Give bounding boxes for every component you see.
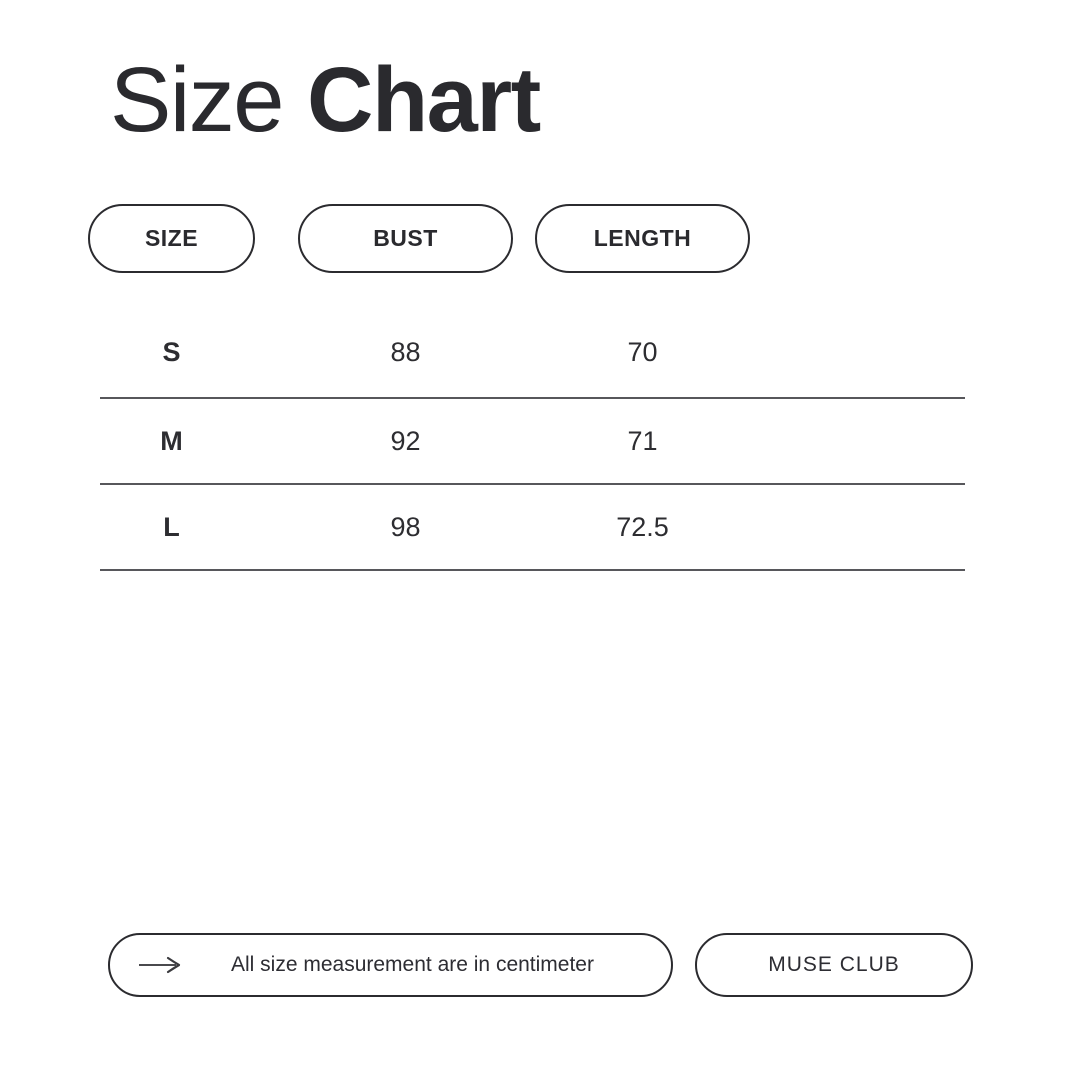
row-divider xyxy=(100,483,965,485)
column-header-length-label: LENGTH xyxy=(593,225,692,251)
size-table: S 88 70 M 92 71 L 98 72.5 xyxy=(0,308,1080,571)
size-cell: M xyxy=(160,425,183,456)
brand-label: MUSE CLUB xyxy=(768,953,900,976)
arrow-right-icon xyxy=(138,956,182,974)
row-divider xyxy=(100,569,965,571)
footer: All size measurement are in centimeter M… xyxy=(108,933,973,997)
length-cell: 70 xyxy=(627,337,658,367)
table-row-s: S 88 70 xyxy=(0,308,1080,397)
column-header-bust: BUST xyxy=(298,204,513,273)
length-cell: 72.5 xyxy=(616,511,669,542)
column-header-length: LENGTH xyxy=(535,204,750,273)
size-cell: L xyxy=(163,511,180,542)
table-row-m: M 92 71 xyxy=(0,399,1080,483)
brand-pill: MUSE CLUB xyxy=(695,933,973,997)
page-title-bold: Chart xyxy=(307,49,541,151)
table-row-l: L 98 72.5 xyxy=(0,485,1080,569)
page-title-light: Size xyxy=(110,49,284,151)
length-cell: 71 xyxy=(627,425,658,456)
column-header-size-label: SIZE xyxy=(144,225,199,251)
column-header-size: SIZE xyxy=(88,204,255,273)
row-divider xyxy=(100,397,965,399)
bust-cell: 88 xyxy=(390,337,421,367)
column-header-bust-label: BUST xyxy=(373,225,438,251)
measurement-note-text: All size measurement are in centimeter xyxy=(231,953,594,976)
column-header-row: SIZE BUST LENGTH xyxy=(88,204,750,273)
size-cell: S xyxy=(162,337,181,367)
measurement-note-pill: All size measurement are in centimeter xyxy=(108,933,673,997)
page-title: Size Chart xyxy=(110,54,541,146)
bust-cell: 98 xyxy=(390,511,421,542)
bust-cell: 92 xyxy=(390,425,421,456)
